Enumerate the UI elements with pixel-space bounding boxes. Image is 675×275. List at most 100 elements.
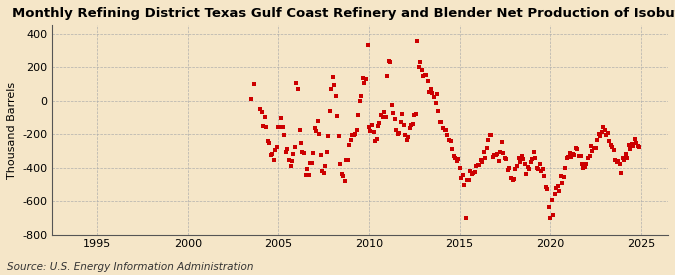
Point	[564, 151, 575, 156]
Point	[381, 74, 392, 78]
Point	[549, 192, 560, 197]
Point	[445, 139, 456, 143]
Point	[576, 162, 587, 166]
Point	[358, 76, 369, 81]
Point	[614, 162, 625, 166]
Point	[599, 128, 610, 133]
Point	[619, 158, 630, 162]
Point	[319, 171, 329, 175]
Point	[630, 137, 641, 141]
Point	[331, 94, 342, 98]
Point	[270, 148, 281, 153]
Point	[338, 174, 349, 178]
Point	[439, 128, 450, 133]
Point	[480, 155, 491, 160]
Point	[551, 186, 562, 190]
Point	[612, 160, 622, 164]
Point	[595, 134, 605, 139]
Point	[320, 164, 331, 168]
Point	[601, 133, 612, 138]
Point	[269, 158, 279, 162]
Point	[397, 112, 408, 116]
Point	[333, 134, 344, 139]
Point	[451, 158, 462, 163]
Point	[365, 129, 376, 133]
Point	[391, 128, 402, 132]
Point	[300, 172, 311, 177]
Point	[526, 157, 537, 161]
Point	[603, 139, 614, 144]
Point	[387, 110, 398, 115]
Point	[584, 154, 595, 158]
Point	[475, 157, 486, 162]
Point	[279, 133, 290, 137]
Point	[255, 107, 266, 111]
Point	[418, 74, 429, 78]
Point	[348, 133, 359, 137]
Point	[303, 172, 314, 177]
Point	[625, 147, 636, 151]
Point	[401, 138, 412, 142]
Point	[284, 158, 294, 163]
Point	[460, 216, 471, 220]
Point	[340, 178, 350, 183]
Point	[350, 131, 361, 136]
Point	[520, 172, 531, 176]
Point	[324, 109, 335, 114]
Point	[310, 128, 321, 133]
Point	[471, 163, 482, 168]
Point	[587, 149, 598, 153]
Point	[424, 89, 435, 94]
Point	[500, 156, 510, 160]
Point	[383, 59, 394, 63]
Point	[315, 153, 326, 157]
Point	[392, 131, 403, 136]
Point	[589, 145, 599, 150]
Point	[354, 99, 365, 103]
Point	[443, 138, 454, 142]
Point	[429, 94, 439, 99]
Point	[419, 73, 430, 77]
Point	[309, 126, 320, 131]
Point	[545, 216, 556, 220]
Point	[256, 110, 267, 115]
Point	[537, 167, 548, 171]
Point	[433, 109, 443, 114]
Point	[479, 150, 489, 154]
Point	[394, 131, 404, 135]
Point	[353, 113, 364, 117]
Point	[416, 68, 427, 72]
Point	[404, 126, 415, 131]
Point	[273, 125, 284, 129]
Point	[572, 147, 583, 152]
Point	[285, 164, 296, 168]
Point	[409, 112, 420, 117]
Point	[596, 130, 607, 134]
Point	[496, 140, 507, 144]
Point	[634, 144, 645, 149]
Point	[632, 144, 643, 148]
Point	[457, 173, 468, 177]
Point	[403, 135, 414, 139]
Point	[462, 178, 472, 183]
Point	[299, 151, 310, 155]
Point	[297, 150, 308, 155]
Point	[423, 78, 433, 83]
Point	[454, 166, 465, 170]
Point	[487, 154, 498, 159]
Point	[398, 122, 409, 127]
Point	[491, 153, 502, 157]
Point	[276, 116, 287, 120]
Point	[294, 128, 305, 132]
Point	[282, 147, 293, 151]
Text: Source: U.S. Energy Information Administration: Source: U.S. Energy Information Administ…	[7, 262, 253, 272]
Point	[410, 112, 421, 116]
Point	[557, 181, 568, 185]
Point	[346, 138, 356, 142]
Point	[522, 165, 533, 170]
Point	[442, 132, 453, 137]
Point	[341, 158, 352, 162]
Point	[263, 139, 273, 144]
Point	[352, 128, 362, 132]
Point	[528, 149, 539, 154]
